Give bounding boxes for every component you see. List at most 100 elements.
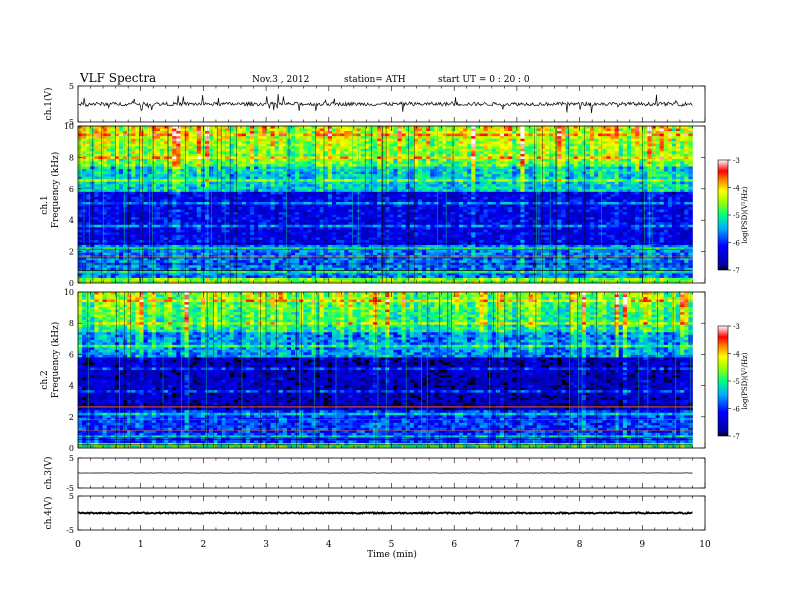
spectrogram-cell: [160, 189, 164, 192]
spectrogram-cell: [377, 182, 381, 185]
spectrogram-cell: [586, 189, 590, 192]
spectrogram-cell: [516, 141, 520, 144]
spectrogram-cell: [520, 141, 524, 144]
spectrogram-cell: [611, 184, 615, 187]
spectrogram-cell: [656, 136, 660, 139]
spectrogram-cell: [352, 187, 356, 190]
spectrogram-cell: [688, 174, 692, 177]
spectrogram-cell: [193, 207, 197, 210]
spectrogram-cell: [676, 131, 680, 134]
spectrogram-cell: [447, 134, 451, 137]
spectrogram-cell: [606, 141, 610, 144]
spectrogram-cell: [201, 207, 205, 210]
spectrogram-cell: [545, 146, 549, 149]
spectrogram-cell: [119, 134, 123, 137]
spectrogram-cell: [307, 205, 311, 208]
spectrogram-cell: [520, 161, 524, 164]
spectrogram-cell: [586, 167, 590, 170]
spectrogram-cell: [660, 129, 664, 132]
spectrogram-cell: [361, 192, 365, 195]
spectrogram-cell: [684, 139, 688, 142]
spectrogram-cell: [635, 207, 639, 210]
spectrogram-cell: [225, 177, 229, 180]
spectrogram-cell: [500, 169, 504, 172]
spectrogram-cell: [520, 177, 524, 180]
spectrogram-cell: [492, 202, 496, 205]
spectrogram-cell: [475, 159, 479, 162]
spectrogram-cell: [234, 126, 238, 129]
spectrogram-cell: [475, 134, 479, 137]
spectrogram-cell: [529, 146, 533, 149]
spectrogram-cell: [668, 151, 672, 154]
spectrogram-cell: [209, 210, 213, 213]
spectrogram-cell: [652, 154, 656, 157]
spectrogram-cell: [225, 184, 229, 187]
spectrogram-cell: [168, 154, 172, 157]
spectrogram-cell: [684, 182, 688, 185]
spectrogram-cell: [279, 207, 283, 210]
spectrogram-cell: [479, 149, 483, 152]
spectrogram-cell: [680, 177, 684, 180]
spectrogram-cell: [148, 194, 152, 197]
spectrogram-cell: [201, 136, 205, 139]
spectrogram-cell: [320, 189, 324, 192]
spectrogram-cell: [205, 131, 209, 134]
spectrogram-cell: [406, 144, 410, 147]
spectrogram-cell: [508, 177, 512, 180]
spectrogram-cell: [586, 192, 590, 195]
spectrogram-cell: [525, 156, 529, 159]
spectrogram-cell: [377, 199, 381, 202]
spectrogram-cell: [545, 192, 549, 195]
spectrogram-cell: [672, 161, 676, 164]
spectrogram-cell: [160, 151, 164, 154]
spectrogram-cell: [275, 136, 279, 139]
spectrogram-cell: [250, 164, 254, 167]
spectrogram-cell: [303, 134, 307, 137]
spectrogram-cell: [557, 144, 561, 147]
spectrogram-cell: [627, 151, 631, 154]
spectrogram-cell: [426, 136, 430, 139]
spectrogram-cell: [205, 197, 209, 200]
spectrogram-cell: [549, 205, 553, 208]
spectrogram-cell: [475, 167, 479, 170]
spectrogram-cell: [574, 174, 578, 177]
spectrogram-cell: [578, 154, 582, 157]
spectrogram-cell: [107, 194, 111, 197]
spectrogram-cell: [336, 169, 340, 172]
spectrogram-cell: [185, 126, 189, 129]
spectrogram-cell: [78, 174, 82, 177]
spectrogram-cell: [516, 184, 520, 187]
spectrogram-cell: [94, 202, 98, 205]
spectrogram-cell: [496, 161, 500, 164]
spectrogram-cell: [500, 187, 504, 190]
spectrogram-cell: [516, 194, 520, 197]
spectrogram-cell: [78, 177, 82, 180]
spectrogram-cell: [389, 205, 393, 208]
spectrogram-cell: [447, 146, 451, 149]
spectrogram-cell: [438, 161, 442, 164]
spectrogram-cell: [148, 134, 152, 137]
spectrogram-cell: [512, 146, 516, 149]
spectrogram-cell: [467, 144, 471, 147]
spectrogram-cell: [426, 182, 430, 185]
spectrogram-cell: [336, 129, 340, 132]
spectrogram-cell: [586, 202, 590, 205]
spectrogram-cell: [123, 154, 127, 157]
spectrogram-cell: [86, 199, 90, 202]
spectrogram-cell: [324, 149, 328, 152]
spectrogram-cell: [541, 182, 545, 185]
spectrogram-cell: [266, 126, 270, 129]
spectrogram-cell: [639, 202, 643, 205]
spectrogram-cell: [525, 139, 529, 142]
spectrogram-cell: [611, 144, 615, 147]
spectrogram-cell: [168, 210, 172, 213]
spectrogram-cell: [557, 207, 561, 210]
spectrogram-cell: [139, 139, 143, 142]
spectrogram-cell: [684, 172, 688, 175]
spectrogram-cell: [541, 156, 545, 159]
spectrogram-cell: [238, 172, 242, 175]
spectrogram-cell: [500, 149, 504, 152]
spectrogram-cell: [369, 146, 373, 149]
spectrogram-cell: [172, 126, 176, 129]
spectrogram-cell: [656, 151, 660, 154]
